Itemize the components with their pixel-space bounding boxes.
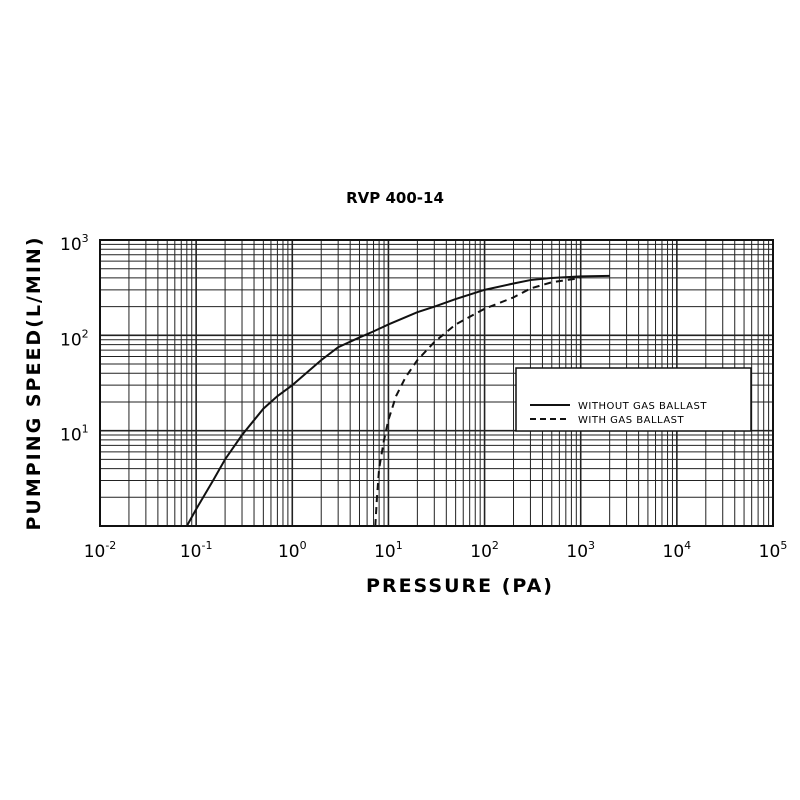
x-tick-label: 105 (759, 539, 788, 562)
legend-entry-without-gas-ballast: WITHOUT GAS BALLAST (578, 401, 707, 412)
x-tick-labels: 10-2 10-1 100 101 102 103 104 105 (84, 539, 788, 562)
legend-box (515, 367, 752, 432)
x-axis-label: PRESSURE (PA) (366, 575, 554, 597)
series-line-with-gas-ballast (374, 276, 581, 527)
chart-title: RVP 400-14 (346, 189, 444, 207)
y-tick-label: 102 (60, 327, 89, 350)
x-tick-label: 102 (470, 539, 499, 562)
grid (100, 240, 773, 526)
y-tick-label: 101 (60, 423, 89, 446)
y-axis-label: PUMPING SPEED(L/MIN) (23, 236, 45, 531)
x-tick-label: 101 (374, 539, 403, 562)
legend-entry-with-gas-ballast: WITH GAS BALLAST (578, 415, 685, 426)
x-tick-label: 104 (663, 539, 692, 562)
x-tick-label: 10-2 (84, 539, 117, 562)
y-tick-label: 103 (60, 232, 89, 255)
x-tick-label: 100 (278, 539, 307, 562)
plot-frame (99, 239, 774, 527)
x-tick-label: 10-1 (180, 539, 213, 562)
legend: WITHOUT GAS BALLAST WITH GAS BALLAST (515, 367, 752, 432)
x-tick-label: 103 (566, 539, 595, 562)
series-group (185, 274, 610, 527)
y-tick-labels: 101 102 103 (60, 232, 89, 446)
series-line-without-gas-ballast (185, 274, 610, 527)
